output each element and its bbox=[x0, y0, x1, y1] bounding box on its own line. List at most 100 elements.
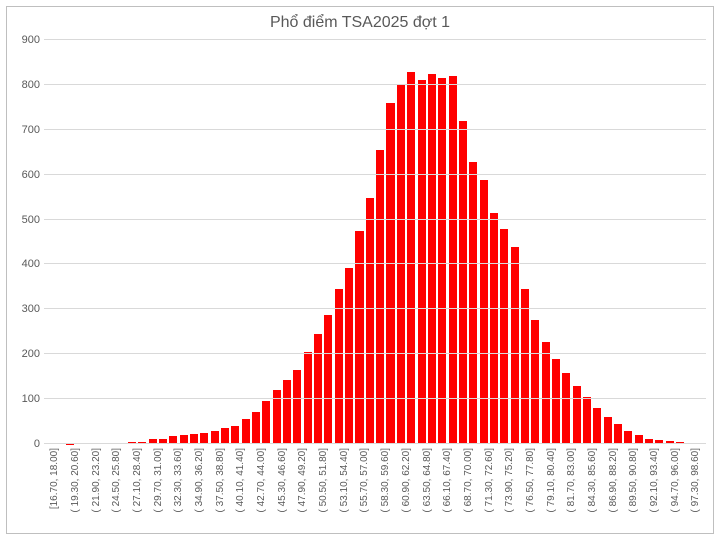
grid-line bbox=[44, 219, 706, 220]
x-tick-label: ( 94.70, 96.00] bbox=[670, 448, 681, 513]
bar-slot bbox=[292, 40, 302, 444]
bar-slot bbox=[489, 40, 499, 444]
y-tick-label: 700 bbox=[8, 124, 40, 136]
histogram-bar bbox=[614, 424, 622, 444]
bar-slot bbox=[75, 40, 85, 444]
bar-slot bbox=[189, 40, 199, 444]
bar-slot bbox=[696, 40, 706, 444]
x-tick-label: ( 24.50, 25.80] bbox=[111, 448, 122, 513]
x-tick-label: ( 47.90, 49.20] bbox=[297, 448, 308, 513]
histogram-bar bbox=[604, 417, 612, 444]
histogram-bar bbox=[542, 342, 550, 444]
bar-slot bbox=[65, 40, 75, 444]
bar-slot bbox=[396, 40, 406, 444]
x-tick-label: ( 92.10, 93.40] bbox=[649, 448, 660, 513]
histogram-bar bbox=[583, 397, 591, 444]
bar-slot bbox=[665, 40, 675, 444]
histogram-bar bbox=[252, 412, 260, 444]
bar-slot bbox=[210, 40, 220, 444]
bar-slot bbox=[613, 40, 623, 444]
grid-line bbox=[44, 39, 706, 40]
bar-slot bbox=[354, 40, 364, 444]
x-tick-label: ( 66.10, 67.40] bbox=[442, 448, 453, 513]
histogram-bar bbox=[386, 103, 394, 444]
histogram-bar bbox=[231, 426, 239, 444]
bar-slot bbox=[344, 40, 354, 444]
bar-slot bbox=[654, 40, 664, 444]
histogram-bar bbox=[335, 289, 343, 444]
histogram-bar bbox=[511, 247, 519, 445]
y-tick-label: 400 bbox=[8, 258, 40, 270]
bar-slot bbox=[385, 40, 395, 444]
bar-slot bbox=[603, 40, 613, 444]
x-tick-label: ( 63.50, 64.80] bbox=[422, 448, 433, 513]
grid-line bbox=[44, 129, 706, 130]
bar-slot bbox=[458, 40, 468, 444]
x-tick-label: ( 37.50, 38.80] bbox=[215, 448, 226, 513]
x-tick-label: ( 81.70, 83.00] bbox=[566, 448, 577, 513]
bar-slot bbox=[427, 40, 437, 444]
bar-slot bbox=[220, 40, 230, 444]
bar-slot bbox=[116, 40, 126, 444]
histogram-chart: Phổ điểm TSA2025 đợt 1 01002003004005006… bbox=[0, 0, 720, 540]
bar-slot bbox=[96, 40, 106, 444]
bar-slot bbox=[499, 40, 509, 444]
bar-slot bbox=[241, 40, 251, 444]
bar-slot bbox=[375, 40, 385, 444]
bar-slot bbox=[530, 40, 540, 444]
bar-slot bbox=[230, 40, 240, 444]
y-tick-label: 0 bbox=[8, 438, 40, 450]
histogram-bar bbox=[376, 150, 384, 444]
histogram-bar bbox=[469, 162, 477, 444]
plot-area bbox=[44, 40, 706, 444]
histogram-bar bbox=[573, 386, 581, 444]
x-tick-label: ( 89.50, 90.80] bbox=[628, 448, 639, 513]
histogram-bar bbox=[293, 370, 301, 444]
bar-slot bbox=[561, 40, 571, 444]
bar-slot bbox=[251, 40, 261, 444]
bar-slot bbox=[437, 40, 447, 444]
bar-slot bbox=[137, 40, 147, 444]
histogram-bar bbox=[552, 359, 560, 444]
histogram-bar bbox=[242, 419, 250, 444]
x-tick-label: ( 60.90, 62.20] bbox=[401, 448, 412, 513]
bar-slot bbox=[541, 40, 551, 444]
y-tick-label: 900 bbox=[8, 34, 40, 46]
x-tick-label: ( 73.90, 75.20] bbox=[504, 448, 515, 513]
histogram-bar bbox=[593, 408, 601, 444]
x-tick-label: ( 32.30, 33.60] bbox=[173, 448, 184, 513]
bar-slot bbox=[54, 40, 64, 444]
histogram-bar bbox=[490, 213, 498, 444]
histogram-bar bbox=[345, 268, 353, 444]
histogram-bar bbox=[480, 180, 488, 444]
bars-container bbox=[44, 40, 706, 444]
x-tick-label: ( 21.90, 23.20] bbox=[91, 448, 102, 513]
bar-slot bbox=[634, 40, 644, 444]
bar-slot bbox=[199, 40, 209, 444]
x-tick-label: ( 53.10, 54.40] bbox=[339, 448, 350, 513]
bar-slot bbox=[468, 40, 478, 444]
bar-slot bbox=[406, 40, 416, 444]
x-tick-label: ( 76.50, 77.80] bbox=[525, 448, 536, 513]
x-tick-label: ( 71.30, 72.60] bbox=[484, 448, 495, 513]
grid-line bbox=[44, 263, 706, 264]
x-tick-label: ( 40.10, 41.40] bbox=[235, 448, 246, 513]
histogram-bar bbox=[283, 380, 291, 444]
y-tick-label: 800 bbox=[8, 79, 40, 91]
bar-slot bbox=[44, 40, 54, 444]
x-tick-label: ( 58.30, 59.60] bbox=[380, 448, 391, 513]
y-tick-label: 200 bbox=[8, 348, 40, 360]
bar-slot bbox=[478, 40, 488, 444]
bar-slot bbox=[147, 40, 157, 444]
bar-slot bbox=[272, 40, 282, 444]
histogram-bar bbox=[459, 121, 467, 444]
bar-slot bbox=[168, 40, 178, 444]
bar-slot bbox=[313, 40, 323, 444]
y-tick-label: 100 bbox=[8, 393, 40, 405]
histogram-bar bbox=[221, 428, 229, 444]
y-tick-label: 600 bbox=[8, 169, 40, 181]
chart-title: Phổ điểm TSA2025 đợt 1 bbox=[0, 14, 720, 32]
histogram-bar bbox=[324, 315, 332, 444]
y-tick-label: 300 bbox=[8, 303, 40, 315]
histogram-bar bbox=[449, 76, 457, 444]
